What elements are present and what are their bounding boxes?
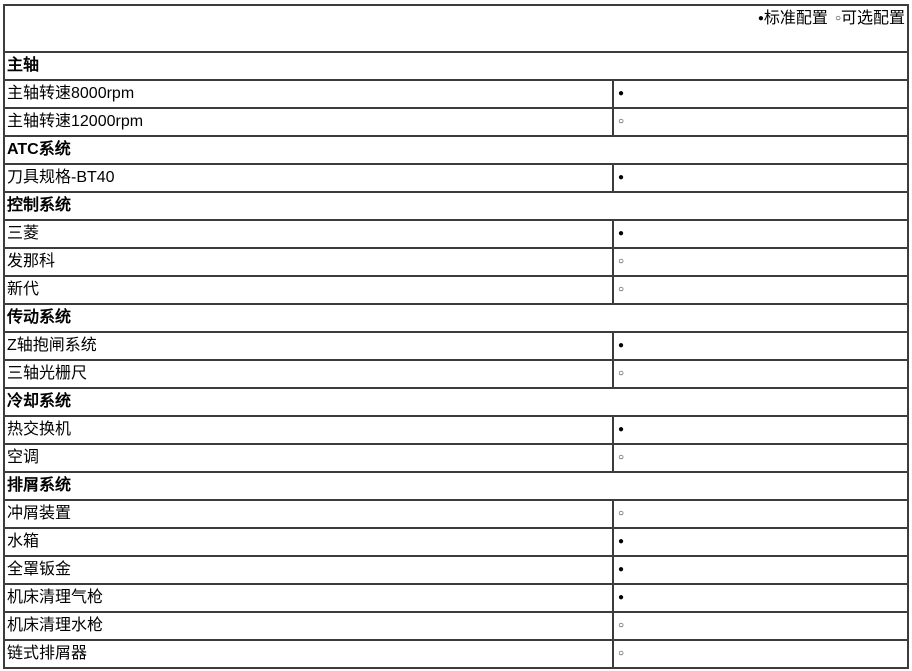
legend-standard-label: 标准配置 bbox=[763, 10, 828, 27]
config-item-label: 机床清理气枪 bbox=[3, 583, 614, 613]
optional-config-circle-icon: ○ bbox=[618, 283, 625, 295]
config-item-label: 主轴转速12000rpm bbox=[3, 107, 614, 137]
config-marker-cell: ● bbox=[612, 415, 909, 445]
section-header-row: 控制系统 bbox=[3, 191, 909, 221]
optional-config-circle-icon: ○ bbox=[618, 367, 625, 379]
config-marker-cell: ● bbox=[612, 331, 909, 361]
optional-config-circle-icon: ○ bbox=[618, 451, 625, 463]
config-item-label: 刀具规格-BT40 bbox=[3, 163, 614, 193]
section-header-row: 传动系统 bbox=[3, 303, 909, 333]
section-title: 排屑系统 bbox=[3, 471, 909, 501]
optional-config-circle-icon: ○ bbox=[618, 255, 625, 267]
section-header-row: 排屑系统 bbox=[3, 471, 909, 501]
config-item-row: 发那科 ○ bbox=[3, 247, 909, 277]
config-item-row: 机床清理水枪 ○ bbox=[3, 611, 909, 641]
section-title: 控制系统 bbox=[3, 191, 909, 221]
config-marker-cell: ○ bbox=[612, 247, 909, 277]
config-item-row: 冲屑装置 ○ bbox=[3, 499, 909, 529]
optional-config-circle-icon: ○ bbox=[618, 619, 625, 631]
legend-standard: ●标准配置 bbox=[758, 10, 828, 27]
config-item-row: 新代 ○ bbox=[3, 275, 909, 305]
config-item-label: 水箱 bbox=[3, 527, 614, 557]
config-item-label: 冲屑装置 bbox=[3, 499, 614, 529]
legend-optional: ○可选配置 bbox=[835, 10, 905, 27]
section-header-row: 主轴 bbox=[3, 51, 909, 81]
section-header-row: ATC系统 bbox=[3, 135, 909, 165]
config-item-row: 全罩钣金 ● bbox=[3, 555, 909, 585]
section-header-row: 冷却系统 bbox=[3, 387, 909, 417]
legend-optional-label: 可选配置 bbox=[840, 10, 905, 27]
config-marker-cell: ● bbox=[612, 527, 909, 557]
standard-config-dot-icon: ● bbox=[618, 339, 625, 351]
config-item-row: 机床清理气枪 ● bbox=[3, 583, 909, 613]
standard-config-dot-icon: ● bbox=[618, 171, 625, 183]
config-item-label: 链式排屑器 bbox=[3, 639, 614, 669]
section-title: 传动系统 bbox=[3, 303, 909, 333]
standard-config-dot-icon: ● bbox=[618, 535, 625, 547]
optional-config-circle-icon: ○ bbox=[834, 13, 841, 24]
standard-config-dot-icon: ● bbox=[618, 563, 625, 575]
config-item-row: 热交换机 ● bbox=[3, 415, 909, 445]
config-item-row: 链式排屑器 ○ bbox=[3, 639, 909, 669]
config-item-row: 主轴转速8000rpm ● bbox=[3, 79, 909, 109]
section-title: ATC系统 bbox=[3, 135, 909, 165]
configuration-table-body: ●标准配置 ○可选配置 主轴 主轴转速8000rpm ● 主轴转速12000rpm ○ AT… bbox=[3, 4, 909, 669]
section-title: 冷却系统 bbox=[3, 387, 909, 417]
config-item-row: 三轴光栅尺 ○ bbox=[3, 359, 909, 389]
optional-config-circle-icon: ○ bbox=[618, 507, 625, 519]
config-item-label: 主轴转速8000rpm bbox=[3, 79, 614, 109]
config-item-label: 三轴光栅尺 bbox=[3, 359, 614, 389]
optional-config-circle-icon: ○ bbox=[618, 647, 625, 659]
config-marker-cell: ○ bbox=[612, 359, 909, 389]
config-marker-cell: ● bbox=[612, 555, 909, 585]
config-item-label: 机床清理水枪 bbox=[3, 611, 614, 641]
config-item-row: Z轴抱闸系统 ● bbox=[3, 331, 909, 361]
standard-config-dot-icon: ● bbox=[618, 591, 625, 603]
config-marker-cell: ○ bbox=[612, 275, 909, 305]
legend-row: ●标准配置 ○可选配置 bbox=[3, 4, 909, 53]
config-item-label: 热交换机 bbox=[3, 415, 614, 445]
config-item-label: Z轴抱闸系统 bbox=[3, 331, 614, 361]
config-item-label: 新代 bbox=[3, 275, 614, 305]
legend-cell: ●标准配置 ○可选配置 bbox=[3, 4, 909, 53]
config-marker-cell: ○ bbox=[612, 639, 909, 669]
config-item-label: 全罩钣金 bbox=[3, 555, 614, 585]
config-item-row: 刀具规格-BT40 ● bbox=[3, 163, 909, 193]
section-title: 主轴 bbox=[3, 51, 909, 81]
config-item-row: 空调 ○ bbox=[3, 443, 909, 473]
config-item-label: 发那科 bbox=[3, 247, 614, 277]
standard-config-dot-icon: ● bbox=[757, 13, 764, 24]
configuration-table: ●标准配置 ○可选配置 主轴 主轴转速8000rpm ● 主轴转速12000rpm ○ AT… bbox=[3, 4, 909, 669]
config-item-label: 空调 bbox=[3, 443, 614, 473]
optional-config-circle-icon: ○ bbox=[618, 115, 625, 127]
config-marker-cell: ● bbox=[612, 163, 909, 193]
config-item-row: 水箱 ● bbox=[3, 527, 909, 557]
config-marker-cell: ○ bbox=[612, 443, 909, 473]
standard-config-dot-icon: ● bbox=[618, 227, 625, 239]
config-marker-cell: ● bbox=[612, 583, 909, 613]
config-marker-cell: ● bbox=[612, 219, 909, 249]
config-marker-cell: ○ bbox=[612, 611, 909, 641]
config-marker-cell: ● bbox=[612, 79, 909, 109]
standard-config-dot-icon: ● bbox=[618, 87, 625, 99]
config-marker-cell: ○ bbox=[612, 107, 909, 137]
config-item-label: 三菱 bbox=[3, 219, 614, 249]
config-item-row: 三菱 ● bbox=[3, 219, 909, 249]
standard-config-dot-icon: ● bbox=[618, 423, 625, 435]
config-item-row: 主轴转速12000rpm ○ bbox=[3, 107, 909, 137]
config-marker-cell: ○ bbox=[612, 499, 909, 529]
